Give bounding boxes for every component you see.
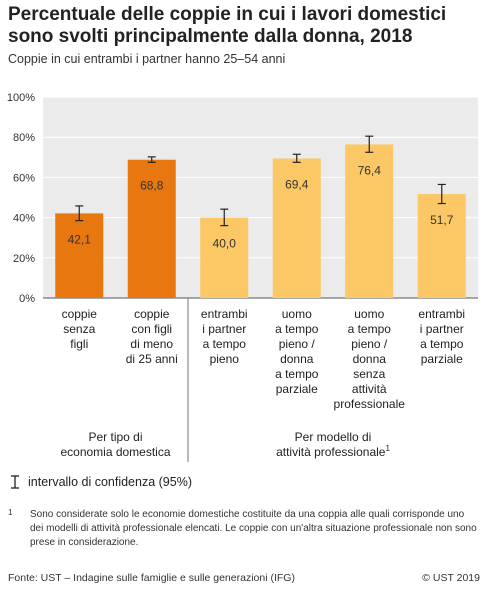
legend-label: intervallo di confidenza (95%) <box>28 475 192 489</box>
x-tick-label: uomo a tempo pieno / donna senza attività prof… <box>334 307 406 411</box>
y-tick-label: 20% <box>13 253 35 265</box>
bar-chart: 0% 20% 40% 60% 80% 100% 42,1 coppie senza figli 68… <box>7 92 478 462</box>
footnote: 1 Sono considerate solo le economie dome… <box>8 508 478 550</box>
source-note: Fonte: UST – Indagine sulle famiglie e s… <box>8 572 295 584</box>
bar <box>127 159 176 298</box>
y-tick-label: 80% <box>13 132 35 144</box>
chart-title: Percentuale delle coppie in cui i lavori… <box>8 4 447 47</box>
x-tick-label: coppie con figli di meno di 25 anni <box>126 307 178 366</box>
bar <box>200 217 249 298</box>
group-label: Per tipo di economia domestica <box>60 430 170 459</box>
copyright: © UST 2019 <box>422 572 480 584</box>
bar <box>417 194 466 298</box>
group-label: Per modello di attività professionale1 <box>276 430 390 459</box>
x-tick-label: entrambi i partner a tempo pieno <box>201 307 248 366</box>
data-label: 69,4 <box>285 178 309 192</box>
x-tick-label: coppie senza figli <box>62 307 98 351</box>
confidence-interval-icon <box>11 475 19 489</box>
x-tick-label: entrambi i partner a tempo parziale <box>418 307 465 366</box>
footnote-mark: 1 <box>8 508 13 517</box>
bar <box>345 144 394 298</box>
y-tick-label: 40% <box>13 213 35 225</box>
plot-area <box>43 97 478 298</box>
y-tick-label: 60% <box>13 172 35 184</box>
chart-subtitle: Coppie in cui entrambi i partner hanno 2… <box>8 52 286 66</box>
bar <box>272 158 321 298</box>
bar <box>55 213 104 298</box>
data-label: 42,1 <box>68 232 92 246</box>
legend: intervallo di confidenza (95%) <box>8 474 192 490</box>
y-tick-label: 100% <box>7 92 35 104</box>
data-label: 51,7 <box>430 213 454 227</box>
data-label: 76,4 <box>358 163 382 177</box>
data-label: 40,0 <box>213 237 237 251</box>
footnote-text: Sono considerate solo le economie domest… <box>30 509 477 548</box>
data-label: 68,8 <box>140 179 164 193</box>
y-tick-label: 0% <box>19 293 35 305</box>
x-tick-label: uomo a tempo pieno / donna a tempo parziale <box>275 307 319 396</box>
